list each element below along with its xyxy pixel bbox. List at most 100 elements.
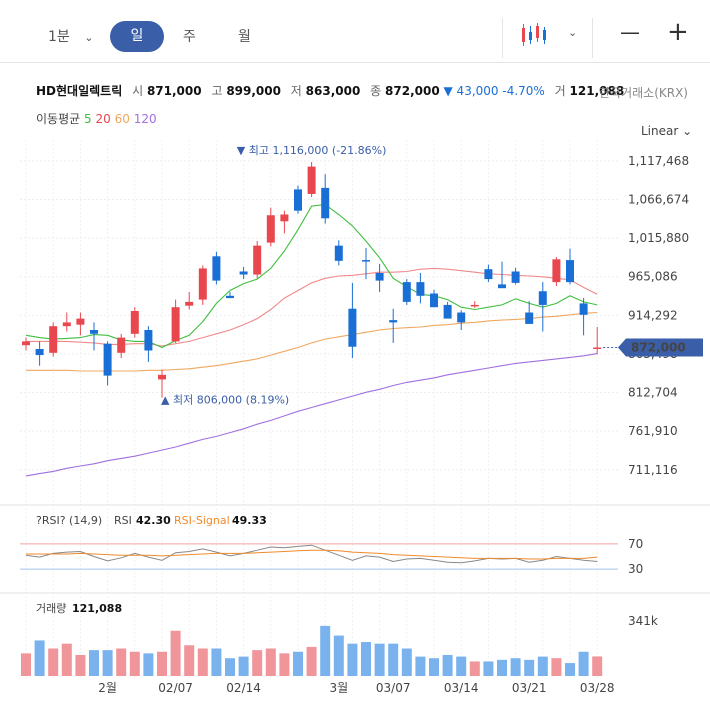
timeframe-week[interactable]: 주: [183, 29, 196, 45]
candle-body: [185, 301, 194, 306]
chart-type-chevron-icon[interactable]: ⌄: [568, 26, 578, 39]
volume-bar: [252, 650, 263, 676]
volume-value: 121,088: [569, 84, 625, 98]
x-tick-label: 03/28: [580, 681, 615, 695]
timeframe-1min[interactable]: 1분 ⌄: [48, 22, 93, 52]
volume-bar: [333, 635, 344, 676]
volume-bar: [102, 650, 113, 676]
volume-bar: [497, 659, 507, 676]
rsi-signal-line: [26, 549, 598, 560]
stock-name: HD현대일렉트릭: [36, 84, 123, 98]
ma120-legend: 120: [133, 112, 157, 126]
candle-body: [253, 245, 262, 275]
candle-body: [538, 291, 547, 305]
zoom-out-button[interactable]: —: [620, 20, 640, 44]
last-price-badge: 872,000: [631, 340, 686, 354]
rsi-label: RSI: [114, 514, 132, 527]
zoom-in-button[interactable]: +: [667, 17, 689, 47]
close-label: 종: [370, 84, 382, 98]
timeframe-day[interactable]: 일: [110, 21, 164, 52]
divider: [592, 18, 593, 58]
candle-body: [511, 271, 520, 283]
volume-bar: [89, 650, 99, 676]
candle-body: [566, 260, 574, 283]
candle-body: [49, 326, 58, 353]
candle-body: [484, 269, 493, 280]
volume-label: 거: [554, 84, 566, 98]
volume-bar: [429, 658, 439, 676]
candle-body: [552, 259, 561, 283]
x-tick-label: 03/07: [376, 681, 411, 695]
candle-body: [198, 268, 207, 300]
low-value: 863,000: [305, 84, 361, 98]
candle-body: [76, 318, 85, 325]
candle-body: [375, 273, 384, 281]
ma20-legend: 20: [95, 112, 111, 126]
low-annotation: ▲ 최저 806,000 (8.19%): [161, 394, 289, 407]
volume-bar: [578, 651, 589, 676]
rsi-title: ?RSI? (14,9): [36, 514, 102, 527]
volume-bar: [347, 643, 358, 676]
volume-bar: [170, 630, 181, 676]
candle-body: [144, 330, 153, 351]
high-label: 고: [211, 84, 223, 98]
candle-body: [498, 284, 506, 289]
volume-bar: [361, 642, 371, 676]
candle-body: [321, 187, 330, 219]
ma-legend-label: 이동평균: [36, 112, 81, 126]
volume-bar: [265, 648, 276, 676]
volume-bar: [456, 656, 467, 676]
timeframe-month[interactable]: 월: [238, 29, 251, 45]
volume-bar: [401, 648, 412, 676]
volume-bar: [306, 646, 317, 676]
change-percent: -4.70%: [502, 84, 545, 98]
candle-body: [158, 374, 166, 380]
candle-body: [362, 260, 370, 262]
candle-body: [416, 282, 425, 296]
volume-bar: [116, 648, 127, 676]
volume-bar: [388, 643, 399, 676]
candle-body: [334, 245, 343, 261]
volume-bar: [21, 653, 31, 676]
volume-bar: [320, 625, 331, 676]
candlestick-type-icon[interactable]: [520, 22, 550, 48]
volume-bar: [537, 656, 548, 676]
y-tick-label: 965,086: [628, 270, 678, 284]
volume-bar: [238, 656, 249, 676]
volume-bar: [197, 648, 208, 676]
divider: [502, 18, 503, 58]
x-tick-label: 2월: [98, 681, 117, 695]
candle-body: [171, 307, 180, 342]
y-tick-label: 1,066,674: [628, 193, 689, 207]
open-value: 871,000: [146, 84, 202, 98]
high-annotation: ▼ 최고 1,116,000 (-21.86%): [237, 144, 387, 157]
y-tick-label: 1,117,468: [628, 154, 689, 168]
y-tick-label: 812,704: [628, 386, 678, 400]
ma60-legend: 60: [114, 112, 130, 126]
ma120-line: [25, 353, 598, 477]
x-tick-label: 03/14: [444, 681, 479, 695]
candle-body: [130, 311, 139, 334]
candle-body: [226, 295, 234, 299]
x-tick-label: 02/07: [158, 681, 193, 695]
candle-body: [294, 189, 302, 211]
y-tick-label: 711,116: [628, 463, 678, 477]
volume-value: 121,088: [72, 602, 122, 615]
close-value: 872,000: [385, 84, 440, 98]
chevron-down-icon[interactable]: ⌄: [84, 31, 94, 44]
volume-bar: [211, 648, 222, 676]
candle-body: [22, 341, 30, 346]
scale-mode-dropdown[interactable]: Linear ⌄: [641, 124, 692, 138]
y-tick-label: 761,910: [628, 424, 678, 438]
timeframe-1min-label: 1분: [48, 29, 70, 45]
toolbar: 1분 ⌄ 일 주 월 ⌄ — +: [0, 0, 710, 63]
volume-bar: [524, 659, 535, 676]
candle-body: [239, 271, 248, 275]
exchange-label: 한국거래소(KRX): [599, 86, 688, 100]
volume-bar: [565, 663, 575, 676]
y-tick-label: 914,292: [628, 308, 678, 322]
volume-bar: [48, 648, 59, 676]
volume-bar: [61, 643, 72, 676]
candle-body: [402, 282, 411, 302]
